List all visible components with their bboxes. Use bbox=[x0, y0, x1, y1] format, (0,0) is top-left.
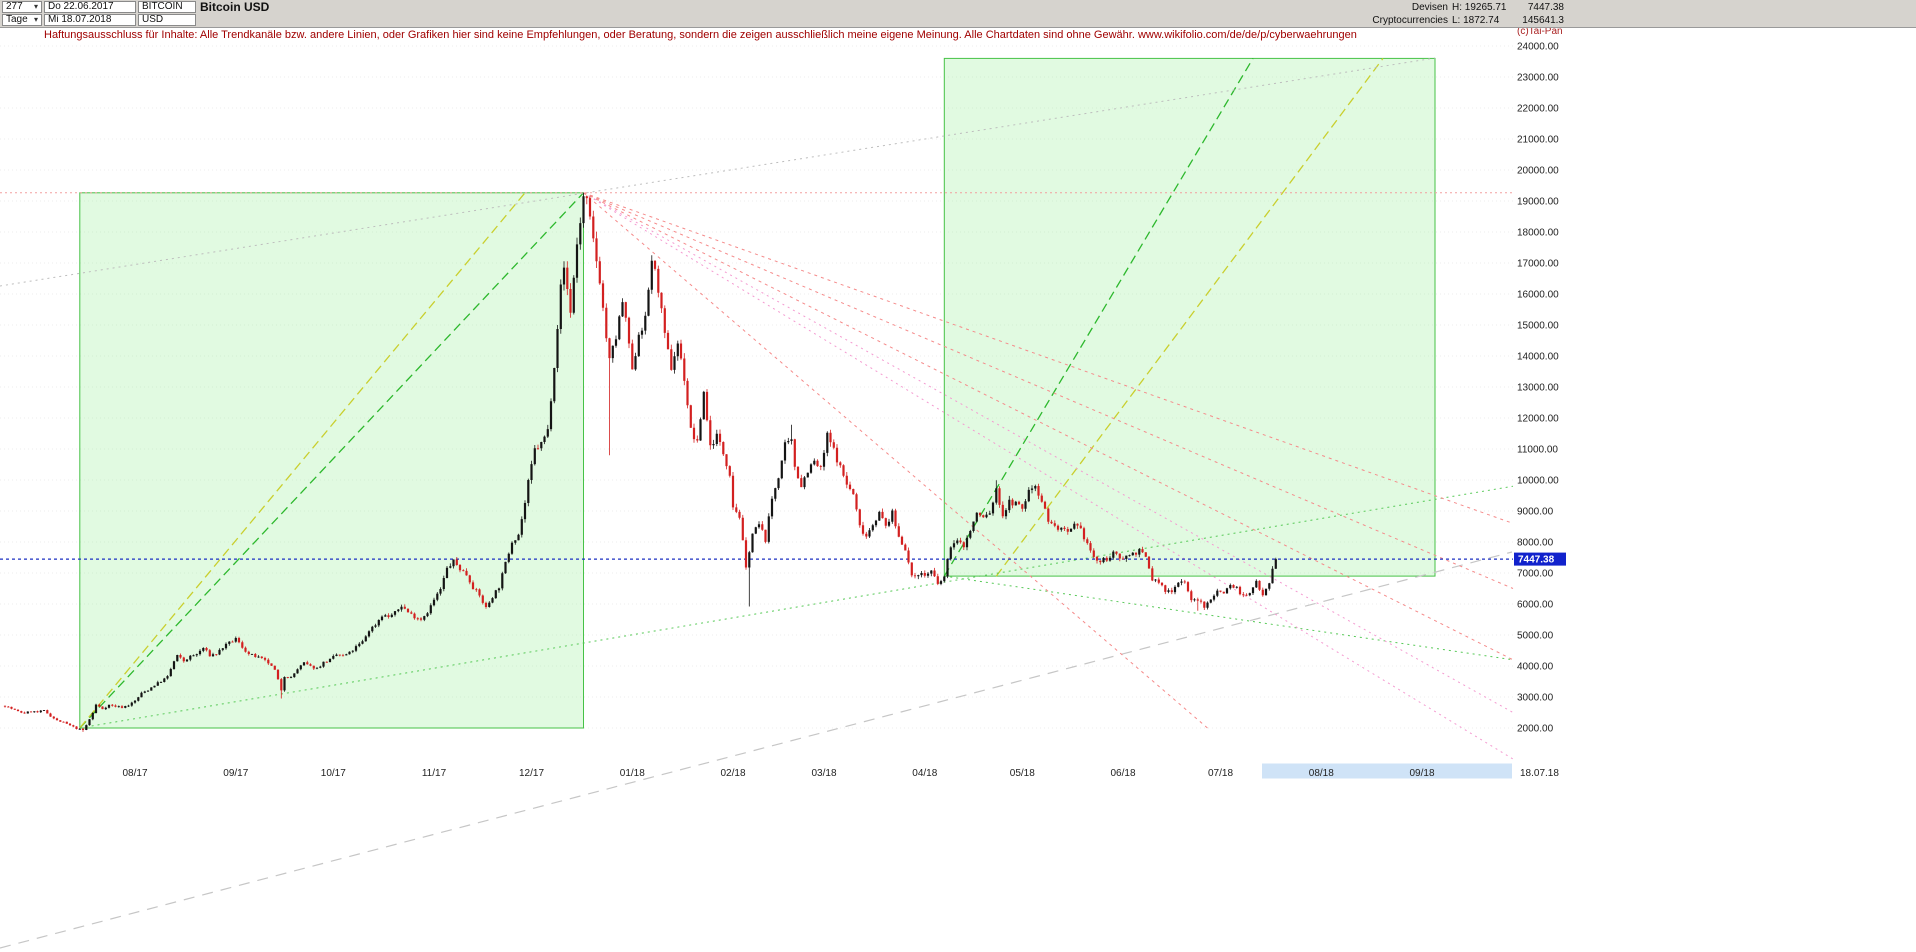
chevron-down-icon: ▾ bbox=[33, 15, 38, 24]
price-tick-label: 23000.00 bbox=[1517, 73, 1559, 84]
price-tick-label: 9000.00 bbox=[1517, 507, 1554, 518]
chart-toolbar: 277 ▾ Do 22.06.2017 BITCOIN Bitcoin USD T… bbox=[0, 0, 1916, 28]
currency-field[interactable]: USD bbox=[138, 14, 196, 26]
copyright-label: (c)Tai-Pan bbox=[1517, 26, 1563, 37]
price-tick-label: 14000.00 bbox=[1517, 352, 1559, 363]
price-tick-label: 20000.00 bbox=[1517, 166, 1559, 177]
start-date-field[interactable]: Do 22.06.2017 bbox=[44, 1, 136, 13]
disclaimer-text: Haftungsausschluss für Inhalte: Alle Tre… bbox=[44, 29, 1357, 41]
month-tick-label: 08/17 bbox=[122, 768, 147, 779]
price-tick-label: 18000.00 bbox=[1517, 228, 1559, 239]
volume-value: 145641.3 bbox=[1522, 15, 1564, 26]
price-volume-readout: 7447.38 145641.3 bbox=[1494, 1, 1564, 27]
month-tick-label: 05/18 bbox=[1010, 768, 1035, 779]
downtrend-red-2 bbox=[583, 192, 1514, 589]
high-value: H: 19265.71 bbox=[1452, 2, 1507, 13]
downtrend-red-3 bbox=[583, 192, 1514, 661]
price-tick-label: 11000.00 bbox=[1517, 445, 1558, 456]
instrument-category: Devisen Cryptocurrencies bbox=[1330, 1, 1448, 27]
time-axis[interactable]: 08/17 09/17 10/17 11/17 12/17 01/18 02/18 03/18… bbox=[122, 763, 1559, 780]
category-line-1: Devisen bbox=[1411, 2, 1448, 13]
price-tick-label: 3000.00 bbox=[1517, 693, 1554, 704]
end-date-field[interactable]: Mi 18.07.2018 bbox=[44, 14, 136, 26]
price-tick-label: 6000.00 bbox=[1517, 600, 1554, 611]
price-tick-label: 5000.00 bbox=[1517, 631, 1554, 642]
bars-count-value: 277 bbox=[6, 1, 23, 12]
month-tick-label: 04/18 bbox=[912, 768, 937, 779]
green-resistance-dotted bbox=[944, 575, 1514, 661]
bars-count-dropdown[interactable]: 277 ▾ bbox=[2, 1, 42, 13]
period-value: Tage bbox=[6, 14, 28, 25]
price-tick-label: 12000.00 bbox=[1517, 414, 1559, 425]
price-tick-label: 16000.00 bbox=[1517, 290, 1559, 301]
last-price-marker-label: 7447.38 bbox=[1518, 555, 1555, 566]
price-tick-label: 21000.00 bbox=[1517, 135, 1559, 146]
month-tick-label: 09/17 bbox=[223, 768, 248, 779]
chevron-down-icon: ▾ bbox=[33, 2, 38, 11]
symbol-field[interactable]: BITCOIN bbox=[138, 1, 196, 13]
month-tick-label: 08/18 bbox=[1309, 768, 1334, 779]
candlesticks bbox=[3, 192, 1277, 732]
chart-title: Bitcoin USD bbox=[200, 0, 270, 14]
month-tick-label: 02/18 bbox=[720, 768, 745, 779]
future-zone-strip bbox=[1262, 763, 1512, 779]
month-tick-label: 09/18 bbox=[1409, 768, 1434, 779]
trend-lines bbox=[0, 57, 1514, 949]
last-price-marker bbox=[1514, 552, 1566, 566]
low-value: L: 1872.74 bbox=[1452, 15, 1500, 26]
category-line-2: Cryptocurrencies bbox=[1372, 15, 1448, 26]
month-tick-label: 06/18 bbox=[1110, 768, 1135, 779]
downtrend-magenta-1 bbox=[583, 192, 1514, 760]
month-tick-label: 12/17 bbox=[519, 768, 544, 779]
price-tick-label: 10000.00 bbox=[1517, 476, 1559, 487]
price-tick-label: 24000.00 bbox=[1517, 42, 1559, 53]
uptrend-green-2017 bbox=[79, 192, 584, 729]
period-dropdown[interactable]: Tage ▾ bbox=[2, 14, 42, 26]
gray-channel-lower bbox=[0, 551, 1513, 949]
price-axis[interactable]: 24000.00 23000.00 22000.00 21000.00 20000.00… bbox=[1514, 42, 1566, 735]
last-price-value: 7447.38 bbox=[1527, 2, 1564, 13]
month-tick-label: 03/18 bbox=[811, 768, 836, 779]
price-tick-label: 15000.00 bbox=[1517, 321, 1559, 332]
high-low-readout: H: 19265.71 L: 1872.74 bbox=[1452, 1, 1530, 27]
price-tick-label: 7000.00 bbox=[1517, 569, 1554, 580]
price-tick-label: 13000.00 bbox=[1517, 383, 1559, 394]
grid-lines bbox=[0, 45, 1513, 729]
month-tick-label: 07/18 bbox=[1208, 768, 1233, 779]
uptrend-yellow-2017 bbox=[79, 192, 526, 729]
price-tick-label: 8000.00 bbox=[1517, 538, 1554, 549]
trend-boxes bbox=[79, 57, 1436, 729]
month-tick-label: 10/17 bbox=[321, 768, 346, 779]
month-tick-label: 11/17 bbox=[422, 768, 447, 779]
price-tick-label: 4000.00 bbox=[1517, 662, 1554, 673]
last-date-label: 18.07.18 bbox=[1520, 768, 1559, 779]
price-tick-label: 2000.00 bbox=[1517, 724, 1554, 735]
price-tick-label: 17000.00 bbox=[1517, 259, 1559, 270]
gray-channel-upper bbox=[0, 57, 1436, 287]
uptrend-yellow-2018 bbox=[995, 58, 1384, 577]
price-tick-label: 22000.00 bbox=[1517, 104, 1559, 115]
green-support-dotted bbox=[79, 485, 1514, 729]
month-tick-label: 01/18 bbox=[620, 768, 645, 779]
price-tick-label: 19000.00 bbox=[1517, 197, 1559, 208]
